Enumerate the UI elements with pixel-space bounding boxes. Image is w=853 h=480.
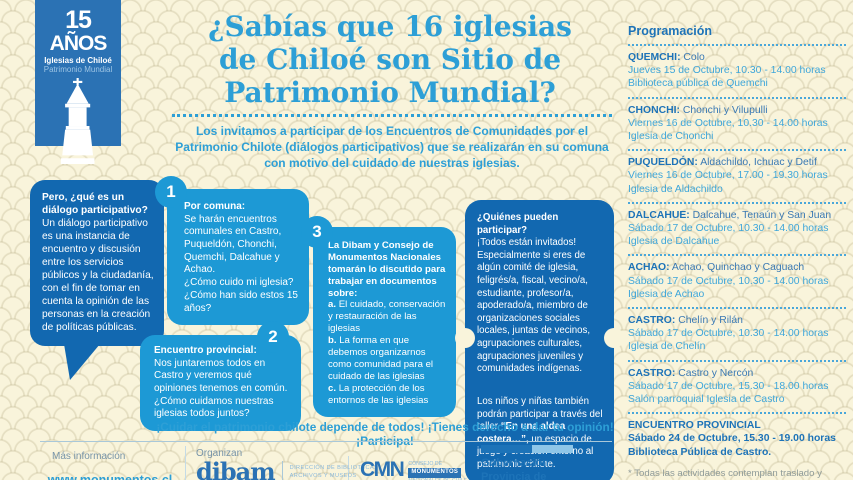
- gobernacion-flag-icon: [481, 445, 573, 453]
- program-column: Programación QUEMCHI: Colo Jueves 15 de …: [628, 24, 846, 480]
- cmn-wordmark: CMN: [360, 458, 405, 480]
- step3-badge: 3: [301, 216, 333, 248]
- anniversary-logo: 15 AÑOS Iglesias de Chiloé Patrimonio Mu…: [35, 0, 121, 164]
- website-link[interactable]: www.monumentos.cl: [47, 473, 173, 480]
- call-to-action-slogan: ¡Cuidar el patrimonio chilote depende de…: [156, 420, 614, 448]
- dialog-bubble-body: Un diálogo participativo es una instanci…: [42, 217, 154, 333]
- step3-heading: La Dibam y Consejo de Monumentos Naciona…: [328, 240, 446, 299]
- step1-heading: Por comuna:: [184, 201, 246, 212]
- step1-badge: 1: [155, 176, 187, 208]
- page-title: ¿Sabías que 16 iglesias de Chiloé son Si…: [208, 10, 572, 109]
- step1-question-2: ¿Cómo han sido estos 15 años?: [184, 289, 298, 314]
- title-dotted-separator: [172, 114, 612, 117]
- step2-body: Nos juntaremos todos en Castro y veremos…: [154, 357, 288, 395]
- step2-question: ¿Cómo cuidamos nuestras iglesias todos j…: [154, 395, 274, 420]
- box-pinch-left: [455, 328, 475, 348]
- dialog-definition-bubble: Pero, ¿qué es un diálogo participativo? …: [30, 180, 164, 347]
- box-pinch-right: [604, 328, 624, 348]
- step3-item: b. La forma en que debemos organizarnos …: [328, 335, 434, 382]
- step3-item: a. El cuidado, conservación y restauraci…: [328, 299, 446, 335]
- program-footnote: * Todas las actividades contemplan trasl…: [628, 467, 822, 479]
- dotted-separator: [628, 412, 846, 415]
- program-title: Programación: [628, 24, 713, 38]
- step2-heading: Encuentro provincial:: [154, 345, 257, 356]
- church-icon: [60, 78, 95, 164]
- program-entry: DALCAHUE: Dalcahue, Tenaún y San Juan Sá…: [628, 209, 832, 248]
- step3-item: c. La protección de los entornos de las …: [328, 382, 429, 406]
- dotted-separator: [628, 149, 846, 152]
- dotted-separator: [628, 44, 846, 46]
- step2-badge: 2: [257, 321, 289, 353]
- logo-line2: Patrimonio Mundial: [43, 65, 113, 74]
- participants-heading: ¿Quiénes pueden participar?: [477, 212, 559, 236]
- footer-divider: [40, 441, 612, 442]
- logo-years: 15 AÑOS: [49, 6, 108, 55]
- program-entry: CASTRO: Chelín y Rilán Sábado 17 de Octu…: [628, 315, 829, 353]
- program-entry: CHONCHI: Chonchi y Vilupulli Viernes 16 …: [628, 104, 828, 143]
- footer-vertical-divider-2: [348, 456, 349, 480]
- dotted-separator: [628, 96, 846, 99]
- cmn-logo: CMN CONSEJO DE MONUMENTOS NACIONALES DE …: [360, 458, 467, 480]
- dotted-separator: [628, 201, 846, 204]
- program-entry: CASTRO: Castro y Nercón Sábado 17 de Oct…: [628, 367, 829, 406]
- step3-bubble: La Dibam y Consejo de Monumentos Naciona…: [313, 227, 456, 418]
- footer-vertical-divider-1: [185, 446, 186, 480]
- participants-body: ¡Todos están invitados! Especialmente si…: [477, 237, 591, 375]
- dotted-separator: [628, 359, 846, 362]
- step1-body: Se harán encuentros comunales en Castro,…: [184, 213, 282, 276]
- step1-question-1: ¿Cómo cuido mi iglesia?: [184, 277, 294, 289]
- dibam-logo: dibam DIRECCIÓN DE BIBLIOTECAS, ARCHIVOS…: [196, 457, 381, 480]
- program-entry: QUEMCHI: Colo Jueves 15 de Octubre, 10.3…: [628, 52, 826, 90]
- dotted-separator: [628, 307, 846, 310]
- more-info-label: Más información: [52, 451, 126, 462]
- cmn-tagline: CONSEJO DE MONUMENTOS NACIONALES DE CHIL…: [408, 461, 467, 480]
- gobernacion-label: Gobernación Provincia de: [481, 457, 549, 480]
- organizers-label: Organizan: [196, 448, 243, 459]
- logo-line1: Iglesias de Chiloé: [44, 56, 112, 65]
- step1-bubble: Por comuna: Se harán encuentros comunale…: [167, 189, 309, 326]
- dibam-tagline: DIRECCIÓN DE BIBLIOTECAS, ARCHIVOS Y MUS…: [281, 461, 381, 480]
- dibam-wordmark: dibam: [196, 457, 276, 480]
- intro-text: Los invitamos a participar de los Encuen…: [175, 124, 609, 170]
- program-entry-provincial: ENCUENTRO PROVINCIAL Sábado 24 de Octubr…: [628, 420, 836, 458]
- participants-box: ¿Quiénes pueden participar? ¡Todos están…: [455, 200, 624, 480]
- program-entry: ACHAO: Achao, Quinchao y Caguach Sábado …: [628, 262, 829, 300]
- dotted-separator: [628, 254, 846, 257]
- speech-bubble-tail: [64, 344, 100, 380]
- dialog-bubble-heading: Pero, ¿qué es un diálogo participativo?: [42, 192, 148, 216]
- program-entry: PUQUELDÓN: Aldachildo, Ichuac y Detif Vi…: [628, 157, 828, 195]
